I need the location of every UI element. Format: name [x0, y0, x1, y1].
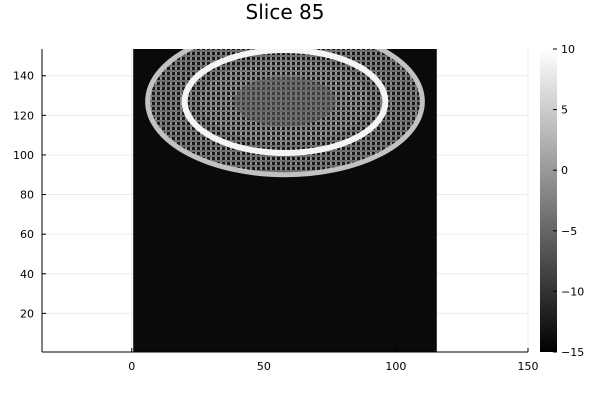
y-tick-label: 40 [20, 268, 34, 281]
y-tick-label: 120 [13, 109, 34, 122]
colorbar-tick-label: −10 [561, 285, 584, 298]
heatmap-structures [145, 49, 425, 178]
x-tick-label: 100 [385, 360, 406, 373]
y-tick-label: 20 [20, 307, 34, 320]
colorbar-tick-label: −15 [561, 346, 584, 359]
x-tick-label: 50 [257, 360, 271, 373]
x-tick-label: 150 [518, 360, 539, 373]
colorbar-tick-label: 0 [561, 164, 568, 177]
colorbar [540, 49, 557, 352]
inner-ring [181, 49, 389, 156]
y-tick-label: 140 [13, 70, 34, 83]
heatmap-image [133, 49, 437, 352]
colorbar-tick-label: 10 [561, 43, 575, 56]
colorbar-tick-label: −5 [561, 225, 577, 238]
y-tick-label: 60 [20, 228, 34, 241]
y-tick-label: 100 [13, 149, 34, 162]
plot-axes [41, 49, 528, 353]
colorbar-tick-label: 5 [561, 104, 568, 117]
inner-core-center [234, 76, 336, 127]
y-tick-label: 80 [20, 189, 34, 202]
outer-ring [145, 49, 425, 178]
chart-title: Slice 85 [246, 0, 325, 24]
colorbar-gradient [540, 49, 557, 352]
x-axis-ticks: 0 50 100 150 [128, 348, 539, 373]
x-tick-label: 0 [128, 360, 135, 373]
y-axis-ticks: 20 40 60 80 100 120 140 [13, 70, 46, 320]
colorbar-ticks: −15 −10 −5 0 5 10 [553, 43, 584, 359]
